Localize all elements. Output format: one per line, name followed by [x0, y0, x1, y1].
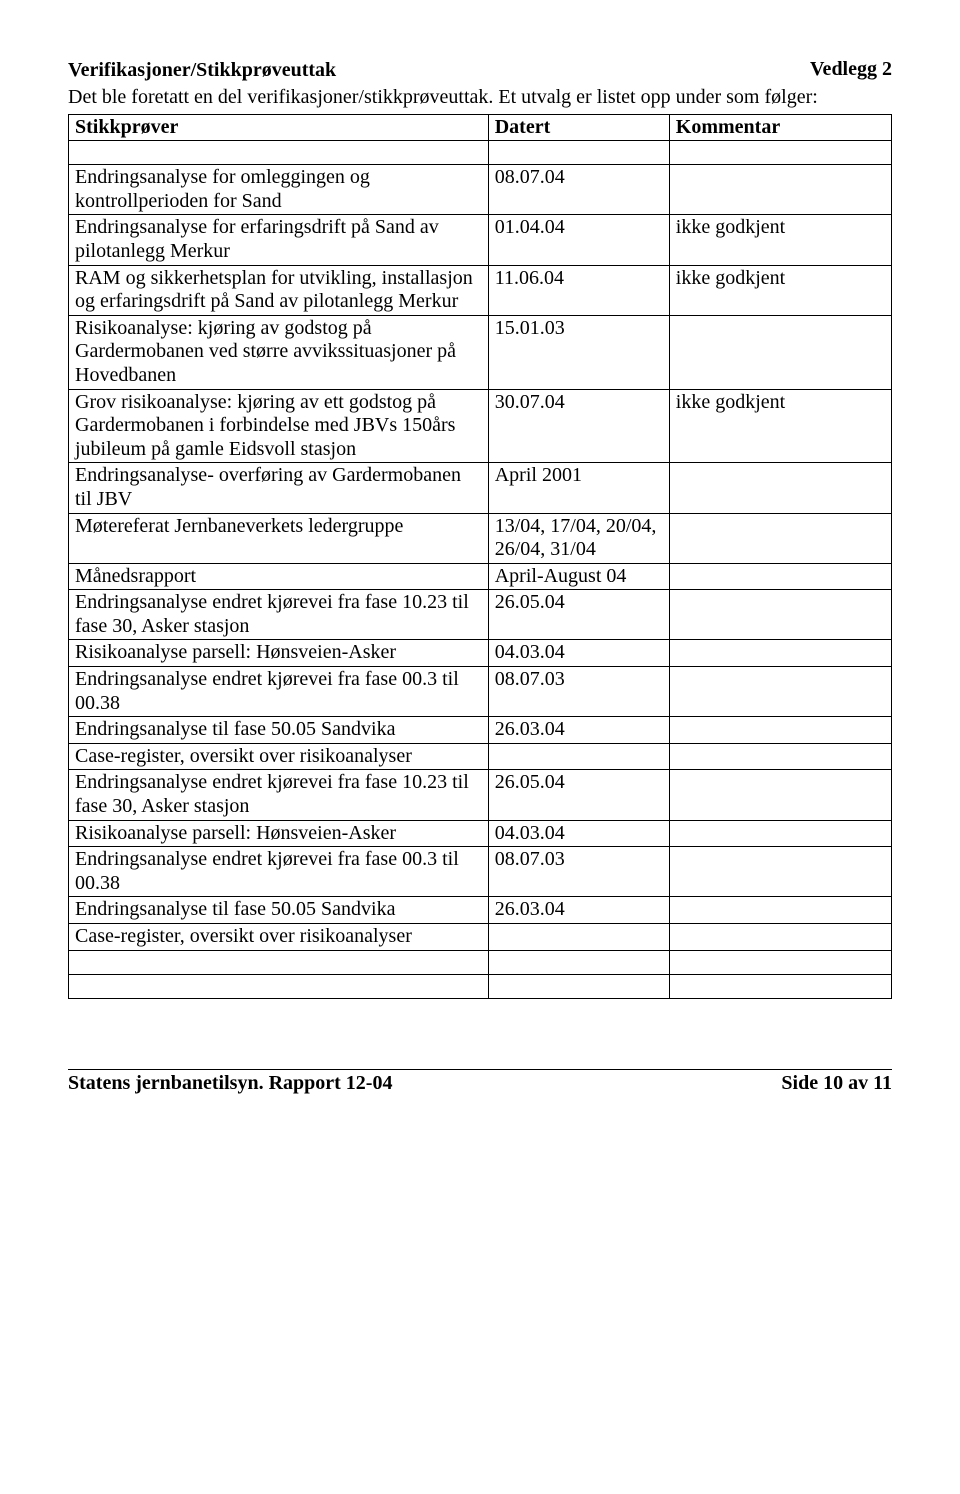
- table-row: Endringsanalyse til fase 50.05 Sandvika …: [69, 717, 892, 744]
- cell: 26.05.04: [488, 590, 669, 640]
- cell: Endringsanalyse- overføring av Gardermob…: [69, 463, 489, 513]
- cell: [669, 717, 891, 744]
- cell: ikke godkjent: [669, 389, 891, 463]
- table-row: Månedsrapport April-August 04: [69, 563, 892, 590]
- cell: [69, 141, 489, 165]
- document-page: Vedlegg 2 Verifikasjoner/Stikkprøveuttak…: [0, 0, 960, 1135]
- header: Vedlegg 2 Verifikasjoner/Stikkprøveuttak: [68, 58, 892, 82]
- cell: Endringsanalyse for omleggingen og kontr…: [69, 165, 489, 215]
- cell: Møtereferat Jernbaneverkets ledergruppe: [69, 513, 489, 563]
- cell: ikke godkjent: [669, 265, 891, 315]
- col-datert: Datert: [488, 114, 669, 141]
- cell: Endringsanalyse endret kjørevei fra fase…: [69, 590, 489, 640]
- cell: [669, 820, 891, 847]
- cell: Case-register, oversikt over risikoanaly…: [69, 924, 489, 951]
- footer-left: Statens jernbanetilsyn. Rapport 12-04: [68, 1072, 392, 1094]
- cell: Månedsrapport: [69, 563, 489, 590]
- table-row: Grov risikoanalyse: kjøring av ett godst…: [69, 389, 892, 463]
- cell: [669, 924, 891, 951]
- table-row: RAM og sikkerhetsplan for utvikling, ins…: [69, 265, 892, 315]
- cell: Endringsanalyse endret kjørevei fra fase…: [69, 847, 489, 897]
- table-row: Endringsanalyse endret kjørevei fra fase…: [69, 770, 892, 820]
- cell: [669, 667, 891, 717]
- cell: [669, 590, 891, 640]
- intro-text: Det ble foretatt en del verifikasjoner/s…: [68, 86, 892, 110]
- cell: Case-register, oversikt over risikoanaly…: [69, 743, 489, 770]
- cell: [669, 974, 891, 998]
- table-row: Risikoanalyse parsell: Hønsveien-Asker 0…: [69, 640, 892, 667]
- cell: 26.05.04: [488, 770, 669, 820]
- cell: Risikoanalyse parsell: Hønsveien-Asker: [69, 820, 489, 847]
- col-stikkprover: Stikkprøver: [69, 114, 489, 141]
- cell: 13/04, 17/04, 20/04, 26/04, 31/04: [488, 513, 669, 563]
- cell: Endringsanalyse endret kjørevei fra fase…: [69, 667, 489, 717]
- cell: [488, 950, 669, 974]
- cell: [669, 141, 891, 165]
- cell: Grov risikoanalyse: kjøring av ett godst…: [69, 389, 489, 463]
- cell: [669, 315, 891, 389]
- cell: Endringsanalyse til fase 50.05 Sandvika: [69, 717, 489, 744]
- cell: Risikoanalyse parsell: Hønsveien-Asker: [69, 640, 489, 667]
- table-row: Case-register, oversikt over risikoanaly…: [69, 924, 892, 951]
- cell: [669, 897, 891, 924]
- cell: [488, 924, 669, 951]
- footer-divider: [68, 1069, 892, 1070]
- table-row: Endringsanalyse til fase 50.05 Sandvika …: [69, 897, 892, 924]
- table-row: [69, 950, 892, 974]
- page-footer: Statens jernbanetilsyn. Rapport 12-04 Si…: [68, 1069, 892, 1095]
- cell: [488, 974, 669, 998]
- table-row: Risikoanalyse parsell: Hønsveien-Asker 0…: [69, 820, 892, 847]
- cell: [669, 770, 891, 820]
- cell: [669, 463, 891, 513]
- cell: 04.03.04: [488, 640, 669, 667]
- cell: [69, 950, 489, 974]
- cell: 01.04.04: [488, 215, 669, 265]
- cell: 08.07.03: [488, 667, 669, 717]
- cell: [669, 847, 891, 897]
- cell: [669, 563, 891, 590]
- cell: [669, 640, 891, 667]
- cell: 30.07.04: [488, 389, 669, 463]
- section-title: Verifikasjoner/Stikkprøveuttak: [68, 59, 892, 82]
- table-row: Risikoanalyse: kjøring av godstog på Gar…: [69, 315, 892, 389]
- table-row: Endringsanalyse- overføring av Gardermob…: [69, 463, 892, 513]
- cell: [488, 141, 669, 165]
- cell: 15.01.03: [488, 315, 669, 389]
- cell: 11.06.04: [488, 265, 669, 315]
- cell: [669, 165, 891, 215]
- cell: 26.03.04: [488, 897, 669, 924]
- table-row: Endringsanalyse endret kjørevei fra fase…: [69, 590, 892, 640]
- footer-text: Statens jernbanetilsyn. Rapport 12-04 Si…: [68, 1072, 892, 1095]
- table-header-row: Stikkprøver Datert Kommentar: [69, 114, 892, 141]
- cell: 26.03.04: [488, 717, 669, 744]
- cell: 08.07.03: [488, 847, 669, 897]
- cell: ikke godkjent: [669, 215, 891, 265]
- table-row: [69, 974, 892, 998]
- col-kommentar: Kommentar: [669, 114, 891, 141]
- cell: April 2001: [488, 463, 669, 513]
- cell: 04.03.04: [488, 820, 669, 847]
- cell: Endringsanalyse for erfaringsdrift på Sa…: [69, 215, 489, 265]
- cell: [669, 743, 891, 770]
- table-row: Endringsanalyse endret kjørevei fra fase…: [69, 667, 892, 717]
- cell: RAM og sikkerhetsplan for utvikling, ins…: [69, 265, 489, 315]
- cell: Risikoanalyse: kjøring av godstog på Gar…: [69, 315, 489, 389]
- table-row: [69, 141, 892, 165]
- cell: 08.07.04: [488, 165, 669, 215]
- stikkprover-table: Stikkprøver Datert Kommentar Endringsana…: [68, 114, 892, 999]
- table-row: Møtereferat Jernbaneverkets ledergruppe …: [69, 513, 892, 563]
- cell: [669, 513, 891, 563]
- cell: Endringsanalyse endret kjørevei fra fase…: [69, 770, 489, 820]
- cell: [488, 743, 669, 770]
- cell: April-August 04: [488, 563, 669, 590]
- cell: Endringsanalyse til fase 50.05 Sandvika: [69, 897, 489, 924]
- table-row: Endringsanalyse endret kjørevei fra fase…: [69, 847, 892, 897]
- table-row: Endringsanalyse for omleggingen og kontr…: [69, 165, 892, 215]
- cell: [69, 974, 489, 998]
- footer-right: Side 10 av 11: [781, 1072, 892, 1095]
- table-row: Case-register, oversikt over risikoanaly…: [69, 743, 892, 770]
- table-row: Endringsanalyse for erfaringsdrift på Sa…: [69, 215, 892, 265]
- cell: [669, 950, 891, 974]
